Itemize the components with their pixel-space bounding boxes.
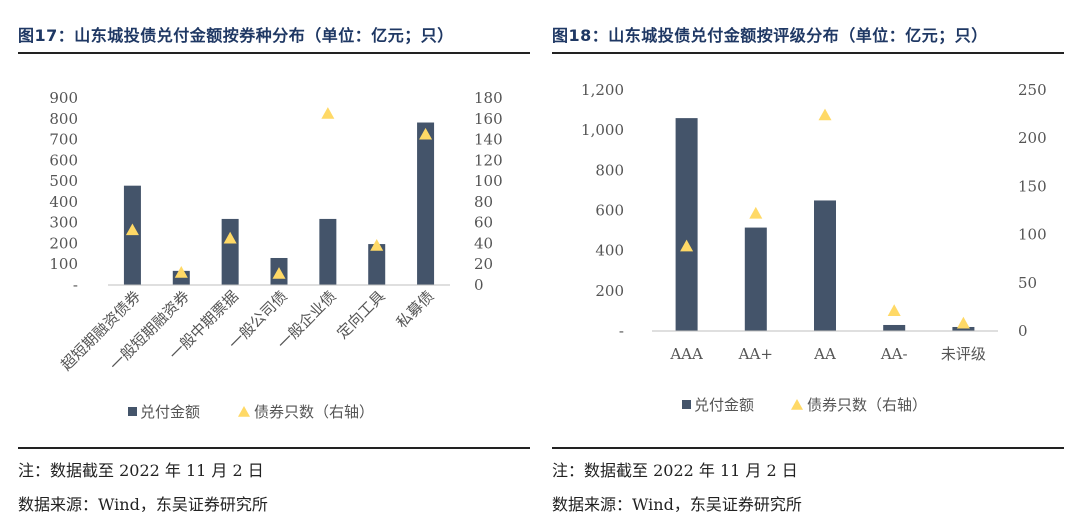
y-left-tick-label: 300	[49, 214, 78, 232]
count-marker	[272, 267, 286, 279]
y-right-tick-label: 50	[1018, 274, 1037, 292]
x-category-label: AA+	[738, 345, 773, 363]
y-left-tick-label: 700	[49, 131, 78, 149]
y-right-tick-label: 0	[1018, 322, 1028, 340]
y-left-tick-label: -	[619, 322, 624, 340]
bar	[883, 324, 906, 331]
y-left-tick-label: 200	[595, 282, 624, 300]
bar	[123, 185, 141, 285]
left-figure-panel: 图17：山东城投债兑付金额按券种分布（单位：亿元；只） -100 200 300 40…	[18, 0, 530, 524]
figure-title: 图18：山东城投债兑付金额按评级分布（单位：亿元；只）	[552, 26, 988, 45]
divider-bottom	[552, 447, 1064, 449]
y-right-tick-label: 60	[474, 214, 493, 232]
count-marker	[818, 108, 832, 121]
bar	[221, 218, 239, 285]
x-category-label: AA-	[880, 345, 908, 363]
figure-note: 注：数据截至 2022 年 11 月 2 日	[18, 461, 264, 480]
y-left-tick-label: 800	[49, 110, 78, 128]
legend-marker-swatch	[791, 399, 803, 410]
bar	[368, 244, 386, 285]
legend-bar-label: 兑付金额	[694, 396, 754, 414]
y-left-tick-label: 200	[49, 234, 78, 252]
count-marker	[125, 223, 139, 236]
count-marker	[749, 206, 763, 219]
y-right-tick-label: 160	[474, 110, 503, 128]
legend-marker-swatch	[238, 406, 250, 417]
x-category-label: AA	[813, 345, 836, 363]
bar-chart-by-rating: - 200 400 600 800 1,000 1,200 0 50 100 150 200 250 AA…	[581, 81, 1047, 414]
x-category-label: 私募债	[393, 287, 438, 332]
bar	[744, 227, 767, 331]
x-category-label: 定向工具	[333, 287, 388, 342]
y-right-tick-label: 0	[474, 276, 484, 294]
y-right-tick-label: 120	[474, 151, 503, 169]
y-left-tick-label: 400	[595, 242, 624, 260]
y-left-tick-label: 1,000	[581, 121, 624, 139]
y-right-tick-label: 20	[474, 255, 493, 273]
y-right-tick-label: 150	[1018, 177, 1047, 195]
bar-chart-by-bond-type: - 100 200 300 400 500 600 700 800 900 0 20 40 60 80 100…	[49, 89, 503, 421]
y-right-tick-label: 100	[1018, 226, 1047, 244]
legend-bar-swatch	[128, 407, 137, 416]
legend-bar-label: 兑付金额	[140, 403, 200, 421]
count-marker	[321, 107, 335, 119]
count-marker	[956, 316, 970, 329]
bar	[319, 218, 337, 285]
count-marker	[419, 127, 433, 140]
y-left-tick-label: 1,200	[581, 81, 624, 99]
count-marker	[223, 231, 237, 244]
bar	[675, 118, 698, 331]
y-right-tick-label: 180	[474, 89, 503, 107]
bar	[952, 326, 975, 331]
y-left-tick-label: 800	[595, 161, 624, 179]
y-left-tick-label: 500	[49, 172, 78, 190]
y-right-tick-label: 200	[1018, 129, 1047, 147]
count-marker	[174, 266, 188, 278]
y-right-tick-label: 140	[474, 131, 503, 149]
legend-bar-swatch	[682, 400, 691, 409]
legend-marker-label: 债券只数（右轴）	[807, 396, 927, 414]
figure-source: 数据来源：Wind，东吴证券研究所	[18, 495, 268, 514]
legend-marker-label: 债券只数（右轴）	[254, 403, 374, 421]
divider-top	[18, 52, 530, 54]
y-left-tick-label: 900	[49, 89, 78, 107]
bar	[814, 200, 836, 331]
y-left-tick-label: 600	[595, 202, 624, 220]
y-left-tick-label: 100	[49, 255, 78, 273]
count-marker	[370, 239, 384, 251]
bar	[417, 122, 435, 285]
figure-note: 注：数据截至 2022 年 11 月 2 日	[552, 461, 798, 480]
y-right-tick-label: 100	[474, 172, 503, 190]
y-right-tick-label: 80	[474, 193, 493, 211]
count-marker	[887, 304, 901, 316]
y-left-tick-label: 400	[49, 193, 78, 211]
figure-title: 图17：山东城投债兑付金额按券种分布（单位：亿元；只）	[18, 26, 454, 45]
divider-bottom	[18, 447, 530, 449]
x-category-label: 未评级	[941, 345, 986, 363]
x-category-label: AAA	[669, 345, 703, 363]
y-right-tick-label: 250	[1018, 81, 1047, 99]
y-left-tick-label: -	[73, 276, 78, 294]
divider-top	[552, 52, 1064, 54]
y-right-tick-label: 40	[474, 234, 493, 252]
count-marker	[680, 239, 694, 252]
y-left-tick-label: 600	[49, 151, 78, 169]
right-figure-panel: 图18：山东城投债兑付金额按评级分布（单位：亿元；只） - 200 400 600 80…	[552, 0, 1064, 524]
figure-source: 数据来源：Wind，东吴证券研究所	[552, 495, 802, 514]
